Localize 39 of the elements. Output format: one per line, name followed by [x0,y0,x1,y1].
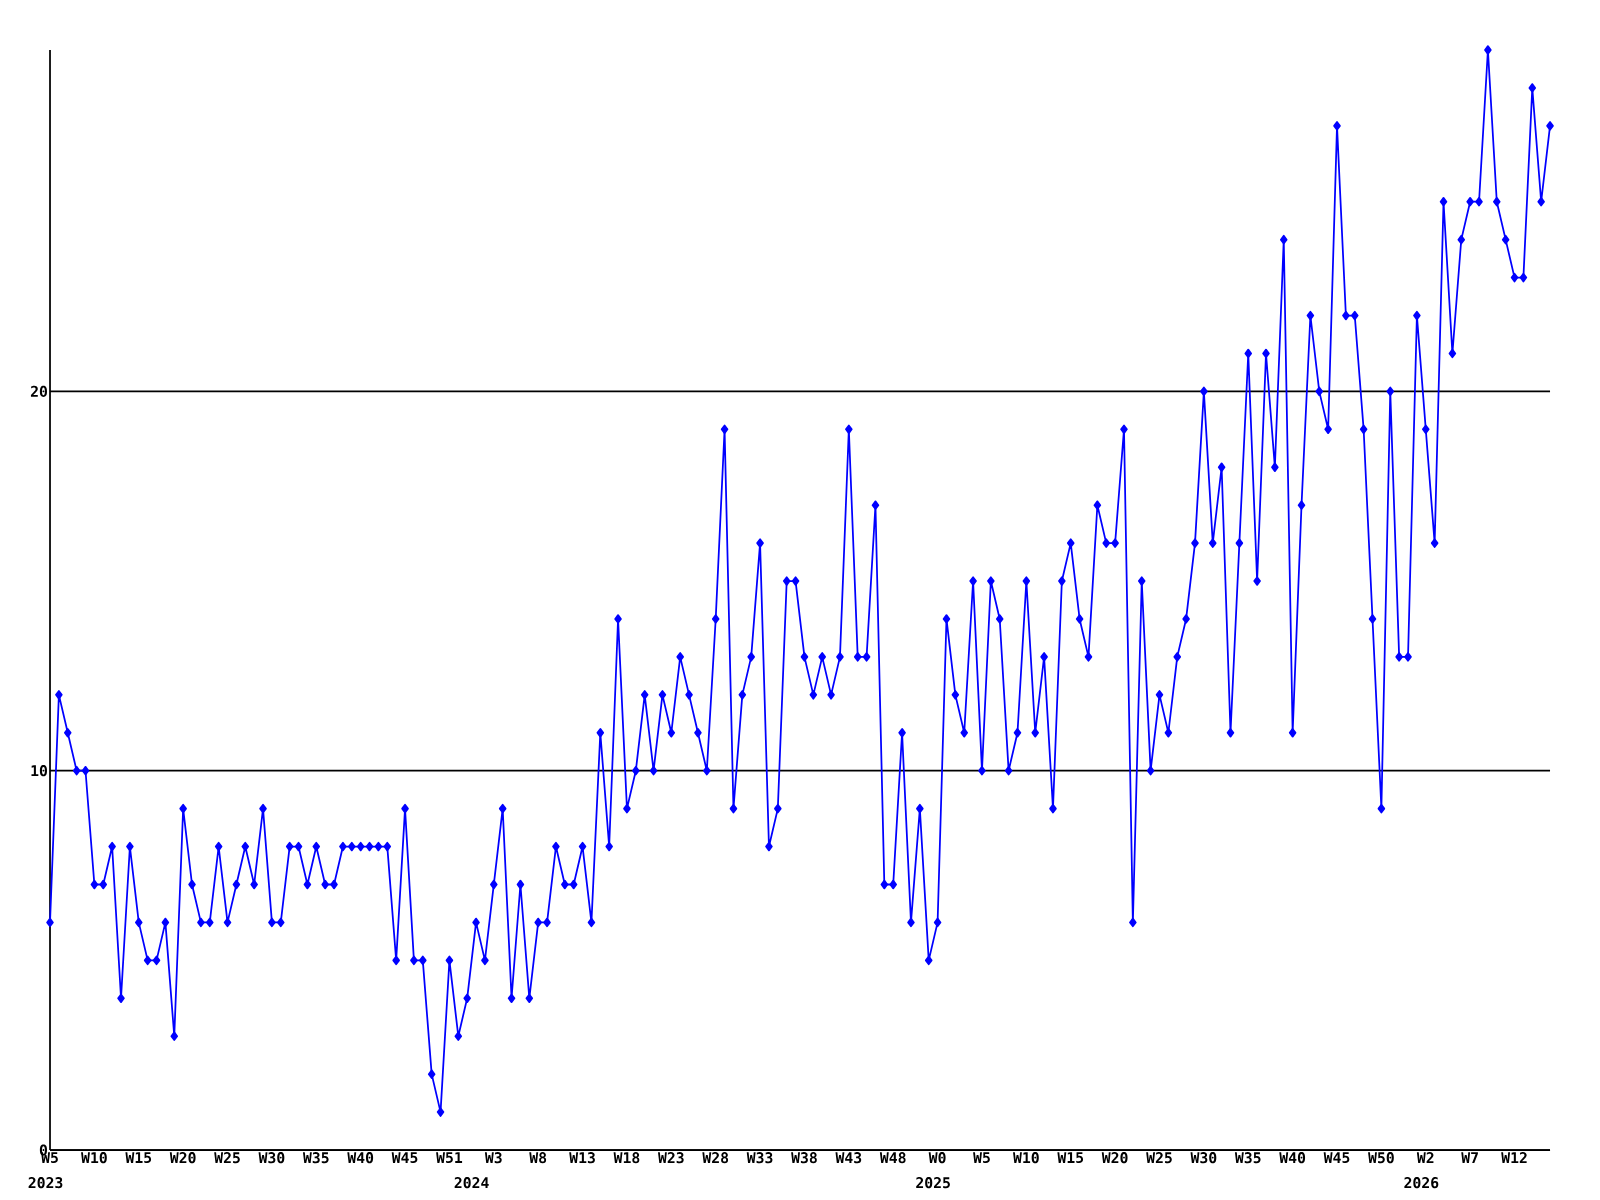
x-tick-label: W35 [1234,1152,1261,1164]
x-tick-label: W25 [214,1152,240,1164]
x-tick-label: W20 [169,1152,196,1164]
x-tick-label: W40 [1279,1152,1306,1164]
x-tick-label: W45 [1323,1152,1350,1164]
x-tick-label: W35 [302,1152,329,1164]
x-tick-label: W50 [1368,1152,1394,1164]
x-tick-label: W7 [1461,1152,1478,1163]
y-tick-label: 10 [31,765,47,777]
x-tick-label: W5 [973,1152,990,1164]
x-tick-label: W45 [391,1152,418,1164]
x-tick-label: W20 [1101,1152,1128,1164]
x-tick-label: W23 [657,1152,684,1164]
y-tick-label: 20 [30,385,47,397]
text: 2024 [454,1177,489,1189]
x-tick-label: W40 [347,1152,374,1164]
x-tick-label: W15 [1057,1152,1084,1164]
x-tick-label: W15 [125,1152,152,1164]
x-tick-label: W2 [1416,1152,1434,1164]
x-tick-label: W8 [529,1152,547,1164]
text: 2023 [28,1177,63,1189]
x-tick-label: W51 [436,1152,463,1164]
x-tick-label: W33 [746,1152,773,1164]
x-tick-label: W48 [879,1152,906,1164]
x-tick-label: W25 [1146,1152,1172,1164]
x-tick-label: W10 [1013,1152,1039,1164]
x-tick-label: W18 [613,1152,640,1164]
x-tick-label: W43 [835,1152,862,1164]
x-tick-label: W30 [258,1152,285,1164]
text: 2025 [916,1177,950,1189]
x-tick-label: W0 [928,1152,946,1164]
x-tick-label: W28 [702,1152,729,1164]
x-tick-label: W38 [791,1152,817,1164]
x-tick-label: W13 [569,1152,595,1164]
x-tick-label: W3 [484,1152,502,1164]
x-tick-label: W12 [1501,1152,1527,1164]
x-tick-label: W10 [81,1152,107,1164]
text: 2026 [1404,1177,1439,1189]
x-tick-label: W30 [1190,1152,1217,1164]
